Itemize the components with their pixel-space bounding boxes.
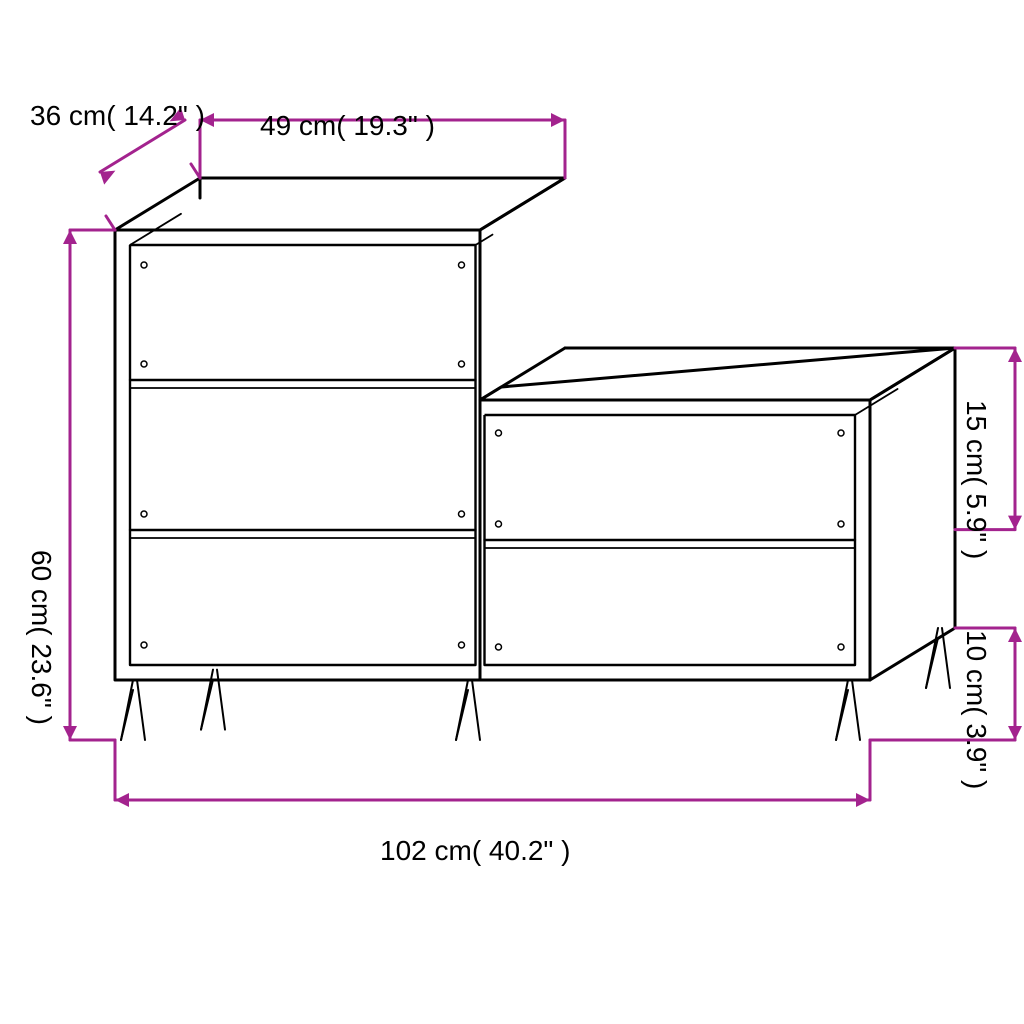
label-total-w: 102 cm( 40.2" ): [380, 835, 570, 867]
label-height: 60 cm( 23.6" ): [25, 550, 57, 725]
label-top-w: 49 cm( 19.3" ): [260, 110, 435, 142]
dimension-drawing: [0, 0, 1024, 1024]
label-depth: 36 cm( 14.2" ): [30, 100, 205, 132]
label-leg-h: 10 cm( 3.9" ): [960, 630, 992, 789]
label-shelf-h: 15 cm( 5.9" ): [960, 400, 992, 559]
